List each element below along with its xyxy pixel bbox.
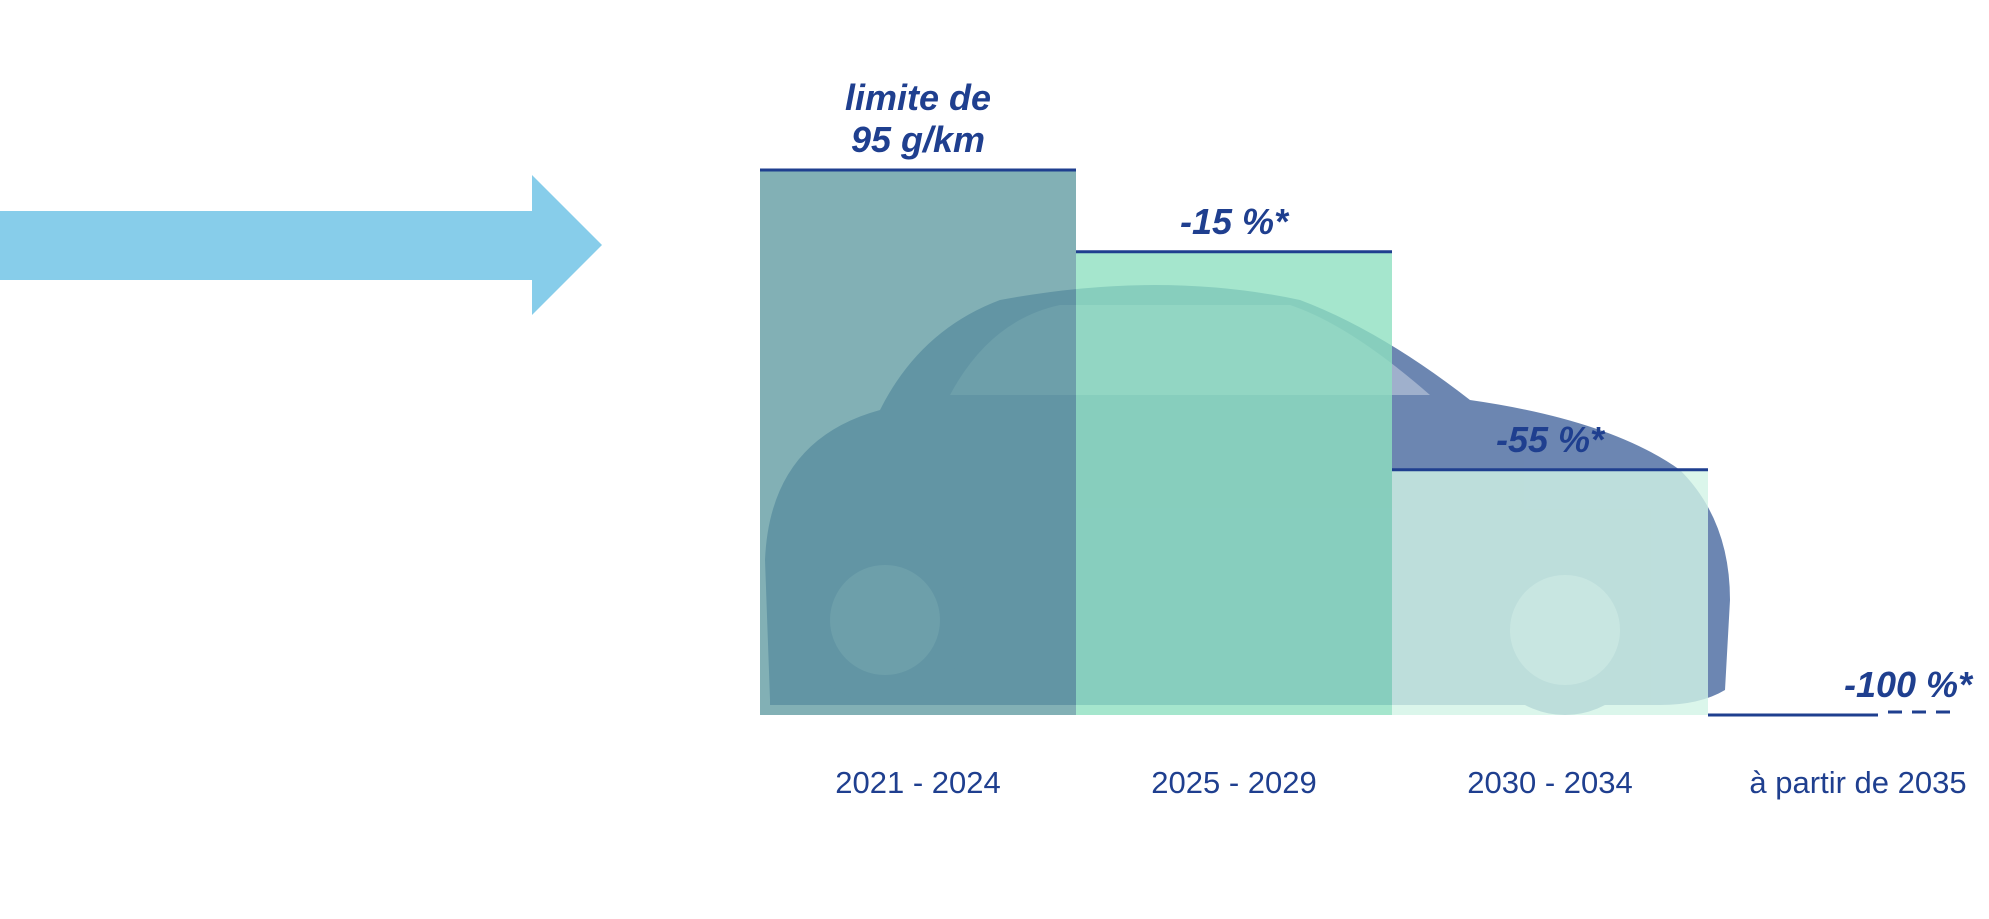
category-label-1: 2021 - 2024 [835, 765, 1000, 800]
category-label-3: 2030 - 2034 [1467, 765, 1632, 800]
bar-label-1-line-2: 95 g/km [851, 119, 985, 160]
bar-label-1-line-1: limite de [845, 77, 991, 118]
bar-1 [760, 170, 1076, 715]
bar-2 [1076, 251, 1392, 715]
category-label-2: 2025 - 2029 [1151, 765, 1316, 800]
bar-label-4-line-1: -100 %* [1844, 664, 1974, 705]
bar-label-2-line-1: -15 %* [1180, 201, 1290, 242]
bar-3 [1392, 469, 1708, 715]
right-arrow-icon [0, 175, 602, 315]
bar-label-3-line-1: -55 %* [1496, 419, 1606, 460]
category-label-4: à partir de 2035 [1749, 765, 1966, 800]
